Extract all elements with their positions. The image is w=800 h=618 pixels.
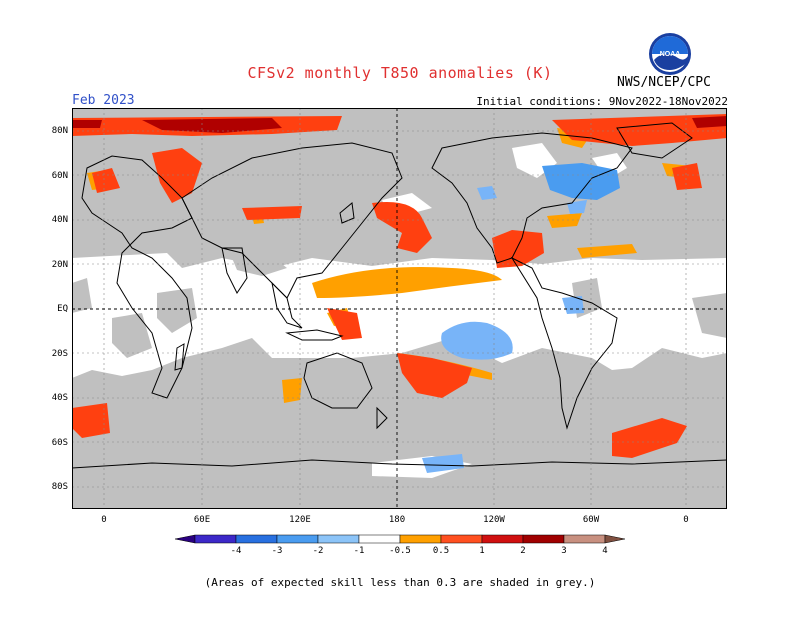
chart-title: CFSv2 monthly T850 anomalies (K): [247, 64, 553, 82]
colorbar-segment: [358, 534, 401, 544]
lat-label: 80N: [51, 126, 68, 136]
lat-label: 20N: [51, 260, 68, 270]
colorbar-segment: [399, 534, 442, 544]
colorbar-segment: [522, 534, 565, 544]
lon-label: 0: [683, 515, 689, 525]
lat-label: 60N: [51, 171, 68, 181]
colorbar-label: 2: [520, 546, 525, 555]
colorbar-segment: [563, 534, 606, 544]
initial-conditions: Initial conditions: 9Nov2022-18Nov2022: [476, 95, 728, 108]
colorbar-segment: [317, 534, 360, 544]
noaa-logo-text: NOAA: [660, 51, 681, 58]
colorbar-segment: [276, 534, 319, 544]
cold-anomaly-light: [422, 186, 587, 473]
lat-label: 60S: [51, 438, 68, 448]
colorbar-label: -4: [231, 546, 242, 555]
colorbar-label: -1: [354, 546, 365, 555]
anomaly-map: [72, 108, 727, 509]
colorbar-arrow-high: [604, 534, 625, 544]
lon-label: 180: [388, 515, 406, 525]
skill-footnote: (Areas of expected skill less than 0.3 a…: [204, 576, 596, 589]
warm-anomaly-medium: [72, 114, 727, 458]
colorbar-label: 3: [561, 546, 566, 555]
map-border: [72, 108, 727, 509]
lat-label: 40S: [51, 393, 68, 403]
colorbar-arrow-low: [175, 534, 196, 544]
lat-label: 40N: [51, 215, 68, 225]
lon-label: 60E: [193, 515, 211, 525]
lat-label: EQ: [57, 304, 68, 314]
lon-label: 120E: [289, 515, 311, 525]
lon-label: 60W: [582, 515, 600, 525]
colorbar: -4 -3 -2 -1 -0.5 0.5 1 2 3 4: [175, 534, 625, 555]
colorbar-segment: [235, 534, 278, 544]
colorbar-label: 4: [602, 546, 607, 555]
lon-label: 120W: [483, 515, 505, 525]
colorbar-segment: [440, 534, 483, 544]
colorbar-label: -2: [313, 546, 324, 555]
lon-label: 0: [101, 515, 107, 525]
colorbar-segment: [481, 534, 524, 544]
warm-anomaly-strong: [72, 116, 727, 133]
center-lines: [72, 108, 727, 509]
colorbar-label: 0.5: [433, 546, 449, 555]
agency-label: NWS/NCEP/CPC: [617, 75, 711, 90]
forecast-month: Feb 2023: [72, 93, 135, 108]
cold-anomaly-medium: [542, 163, 620, 200]
colorbar-label: -3: [272, 546, 283, 555]
noaa-logo: NOAA: [649, 33, 691, 75]
grid-lines: [72, 108, 727, 509]
colorbar-label: 1: [479, 546, 484, 555]
coastlines: [72, 122, 727, 469]
lat-label: 20S: [51, 349, 68, 359]
colorbar-segment: [194, 534, 237, 544]
colorbar-label: -0.5: [389, 546, 411, 555]
lat-label: 80S: [51, 482, 68, 492]
